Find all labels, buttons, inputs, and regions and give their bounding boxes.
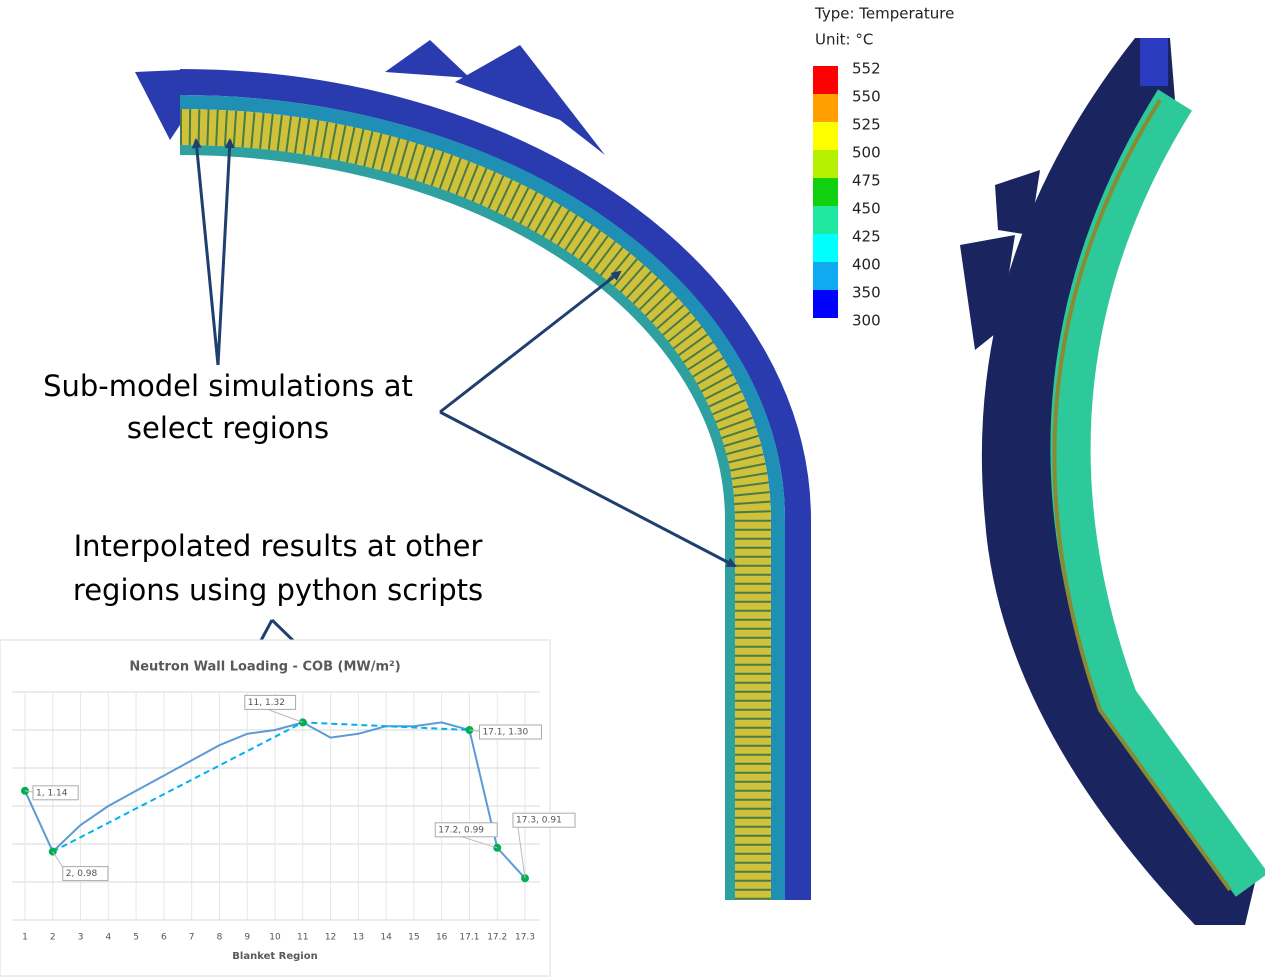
- figure: Sub-model simulations at select regions …: [0, 0, 1265, 977]
- colorbar-band: [813, 150, 838, 178]
- x-tick-label: 12: [325, 933, 336, 943]
- colorbar-label: 450: [852, 200, 881, 218]
- colorbar-band: [813, 94, 838, 122]
- chart-title: Neutron Wall Loading - COB (MW/m²): [129, 660, 400, 675]
- colorbar-band: [813, 262, 838, 290]
- x-tick-label: 15: [408, 933, 419, 943]
- colorbar-band: [813, 234, 838, 262]
- side-model: [960, 38, 1258, 925]
- x-tick-label: 7: [189, 933, 195, 943]
- x-axis-label: Blanket Region: [232, 951, 317, 962]
- x-tick-label: 14: [380, 933, 392, 943]
- colorbar-label: 475: [852, 172, 881, 190]
- x-tick-label: 17.2: [487, 933, 507, 943]
- colorbar-label: 425: [852, 228, 881, 246]
- x-tick-label: 10: [269, 933, 281, 943]
- colorbar-label: 300: [852, 312, 881, 330]
- x-tick-label: 2: [50, 933, 56, 943]
- x-tick-label: 11: [297, 933, 308, 943]
- x-tick-label: 3: [78, 933, 84, 943]
- colorbar-label: 400: [852, 256, 881, 274]
- colorbar-label: 550: [852, 88, 881, 106]
- data-label: 11, 1.32: [248, 698, 285, 708]
- x-tick-label: 8: [217, 933, 223, 943]
- x-tick-label: 17.1: [459, 933, 479, 943]
- x-tick-label: 4: [105, 933, 111, 943]
- colorbar: 552 550 525 500 475 450 425 400 350 300: [813, 60, 881, 330]
- colorbar-band: [813, 178, 838, 206]
- annotation: Interpolated results at other: [74, 529, 483, 563]
- colorbar-label: 552: [852, 60, 881, 78]
- colorbar-band: [813, 206, 838, 234]
- annotation: regions using python scripts: [73, 573, 483, 607]
- data-label: 17.3, 0.91: [516, 816, 562, 826]
- colorbar-label: 500: [852, 144, 881, 162]
- colorbar-band: [813, 290, 838, 318]
- data-label: 1, 1.14: [36, 788, 68, 798]
- x-tick-label: 1: [22, 933, 28, 943]
- data-label: 17.2, 0.99: [438, 825, 484, 835]
- x-tick-label: 17.3: [515, 933, 535, 943]
- x-tick-label: 6: [161, 933, 167, 943]
- colorbar-label: 350: [852, 284, 881, 302]
- legend-unit: Unit: °C: [815, 31, 873, 49]
- data-label: 17.1, 1.30: [482, 728, 528, 738]
- colorbar-band: [813, 122, 838, 150]
- x-tick-label: 16: [436, 933, 448, 943]
- annotation: Sub-model simulations at: [43, 369, 413, 403]
- annotation: select regions: [127, 411, 329, 445]
- x-tick-label: 9: [244, 933, 250, 943]
- colorbar-label: 525: [852, 116, 881, 134]
- x-tick-label: 5: [133, 933, 139, 943]
- data-label: 2, 0.98: [66, 869, 98, 879]
- x-tick-label: 13: [353, 933, 364, 943]
- colorbar-band: [813, 66, 838, 94]
- legend-type: Type: Temperature: [814, 5, 954, 23]
